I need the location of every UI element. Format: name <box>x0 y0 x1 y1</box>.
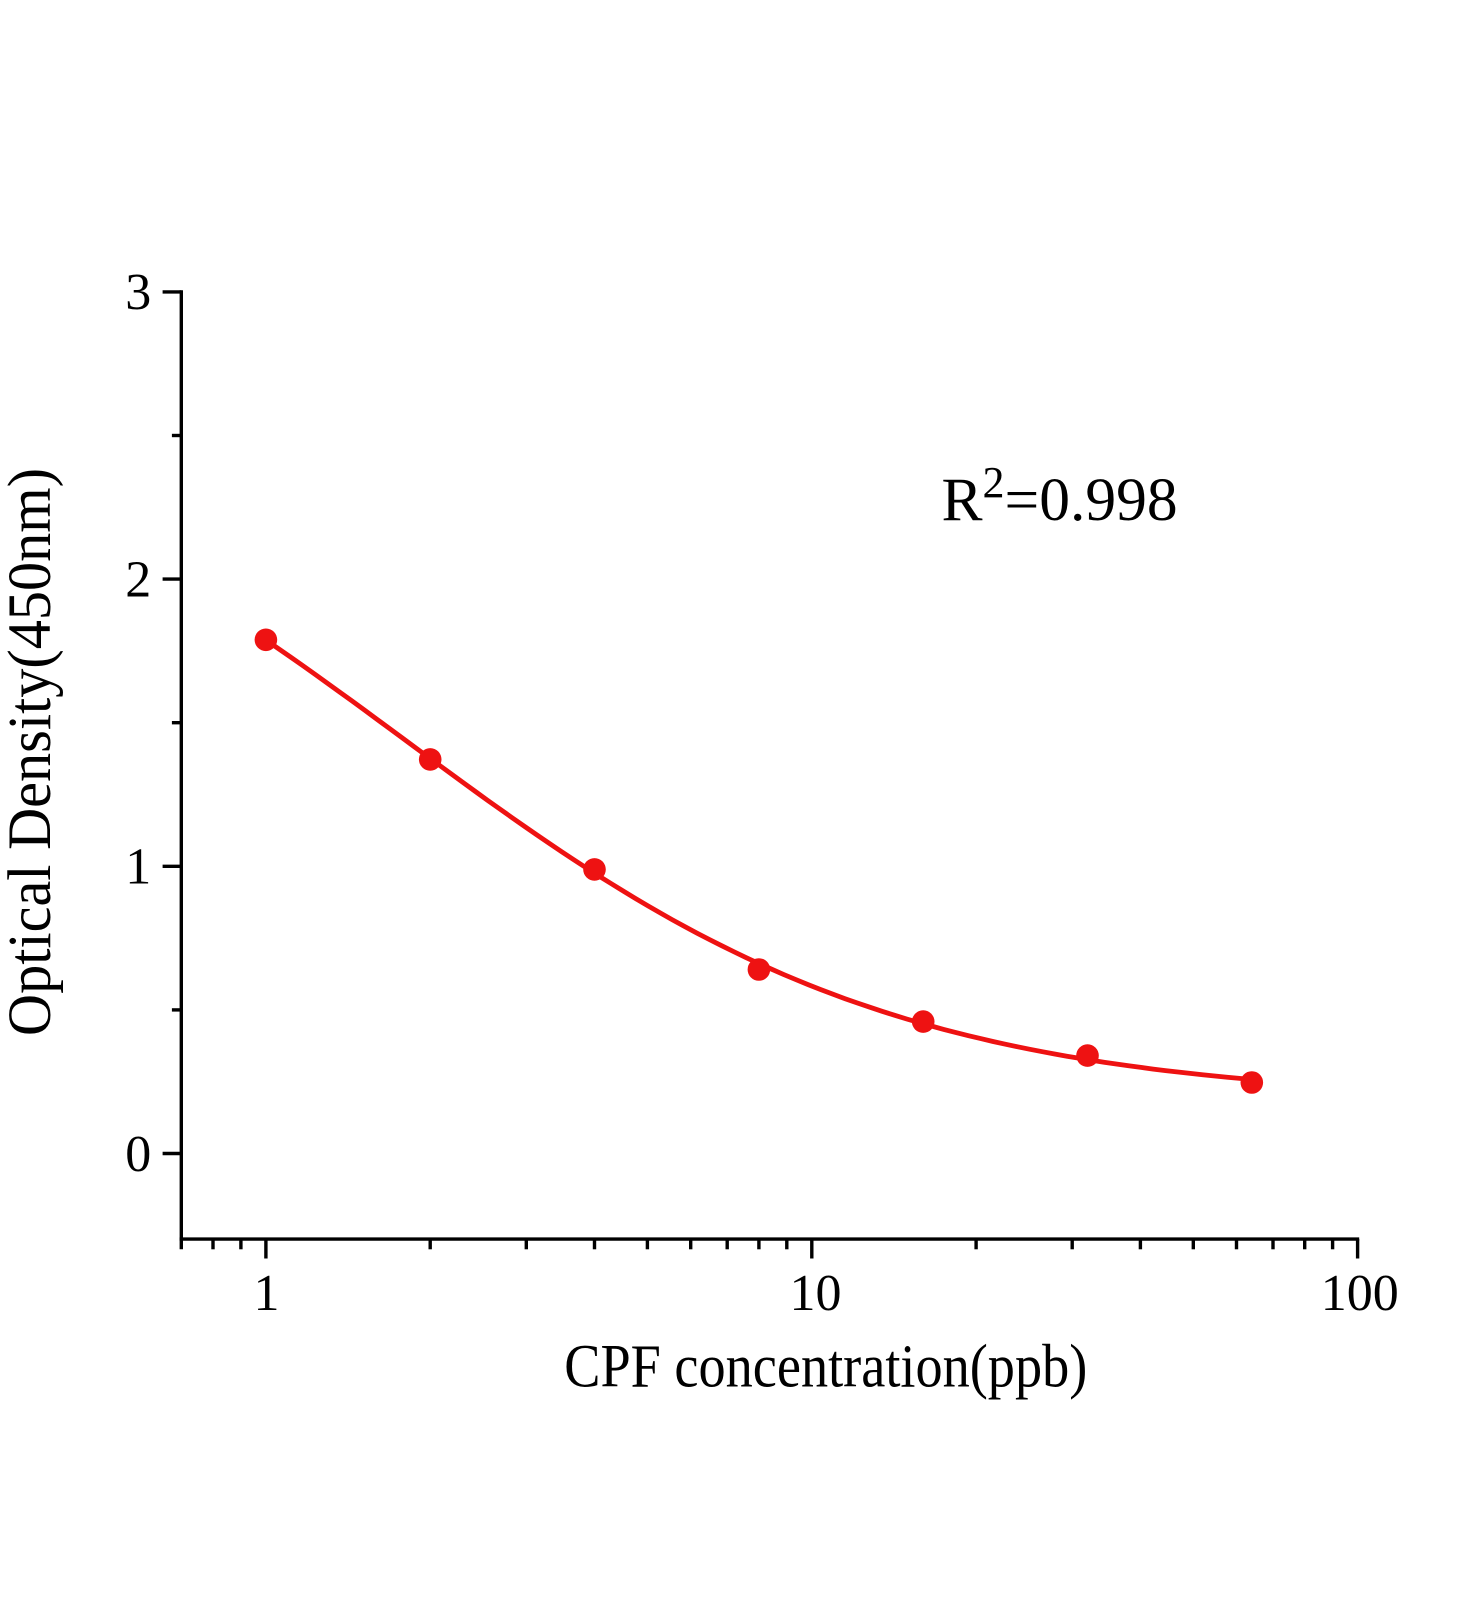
svg-text:Optical Density(450nm): Optical Density(450nm) <box>0 468 64 1036</box>
svg-text:3: 3 <box>125 264 151 321</box>
svg-text:1: 1 <box>254 1265 280 1322</box>
svg-text:0: 0 <box>125 1126 151 1183</box>
svg-text:100: 100 <box>1321 1265 1399 1322</box>
svg-text:R2=0.998: R2=0.998 <box>942 458 1178 534</box>
svg-text:10: 10 <box>790 1265 842 1322</box>
svg-text:1: 1 <box>125 839 151 896</box>
svg-text:2: 2 <box>125 551 151 608</box>
svg-text:CPF concentration(ppb): CPF concentration(ppb) <box>564 1333 1087 1401</box>
